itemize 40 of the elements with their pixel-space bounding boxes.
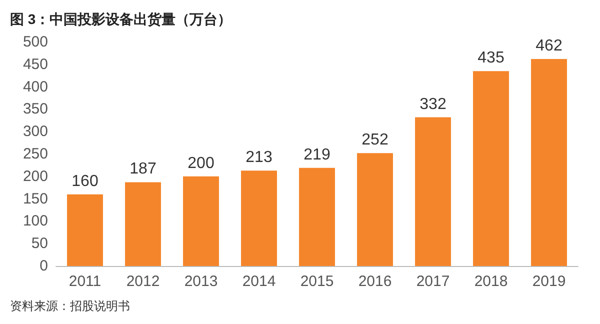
y-tick-label: 300 bbox=[22, 123, 48, 140]
y-tick-label: 350 bbox=[22, 100, 48, 118]
x-tick-label: 2016 bbox=[358, 273, 392, 290]
data-label: 200 bbox=[188, 154, 214, 172]
text: 资料来源：招股说明书 bbox=[10, 299, 130, 313]
y-tick-label: 50 bbox=[31, 235, 48, 252]
x-tick-label: 2011 bbox=[68, 273, 102, 290]
bar bbox=[415, 117, 451, 266]
data-label: 435 bbox=[478, 50, 504, 67]
bar bbox=[125, 182, 161, 266]
x-tick-label: 2012 bbox=[126, 273, 160, 290]
y-tick-label: 0 bbox=[40, 258, 48, 274]
bar bbox=[473, 71, 509, 266]
x-tick-label: 2015 bbox=[300, 273, 334, 290]
bar bbox=[357, 153, 393, 266]
bar bbox=[67, 194, 103, 266]
x-tick-label: 2019 bbox=[532, 273, 566, 290]
data-label: 187 bbox=[130, 160, 156, 178]
data-label: 332 bbox=[420, 96, 446, 113]
bar bbox=[241, 170, 277, 266]
bar bbox=[531, 59, 567, 266]
y-tick-label: 500 bbox=[22, 34, 48, 50]
y-tick-label: 100 bbox=[22, 212, 48, 230]
chart-title: 图 3：中国投影设备出货量（万台） bbox=[10, 11, 232, 27]
x-tick-label: 2017 bbox=[416, 273, 450, 290]
y-tick-label: 450 bbox=[22, 56, 48, 73]
x-tick-label: 2013 bbox=[184, 273, 218, 290]
data-label: 462 bbox=[536, 38, 562, 55]
y-tick-label: 200 bbox=[22, 168, 48, 185]
y-tick-label: 400 bbox=[22, 78, 48, 96]
data-label: 160 bbox=[72, 172, 98, 190]
y-tick-label: 150 bbox=[22, 190, 48, 208]
data-label: 213 bbox=[246, 149, 272, 166]
data-label: 219 bbox=[304, 146, 330, 164]
bar bbox=[183, 176, 219, 266]
x-tick-label: 2018 bbox=[474, 273, 508, 290]
y-tick-label: 250 bbox=[22, 146, 48, 162]
data-label: 252 bbox=[362, 132, 388, 149]
x-tick-label: 2014 bbox=[242, 273, 276, 290]
bar bbox=[299, 168, 335, 266]
